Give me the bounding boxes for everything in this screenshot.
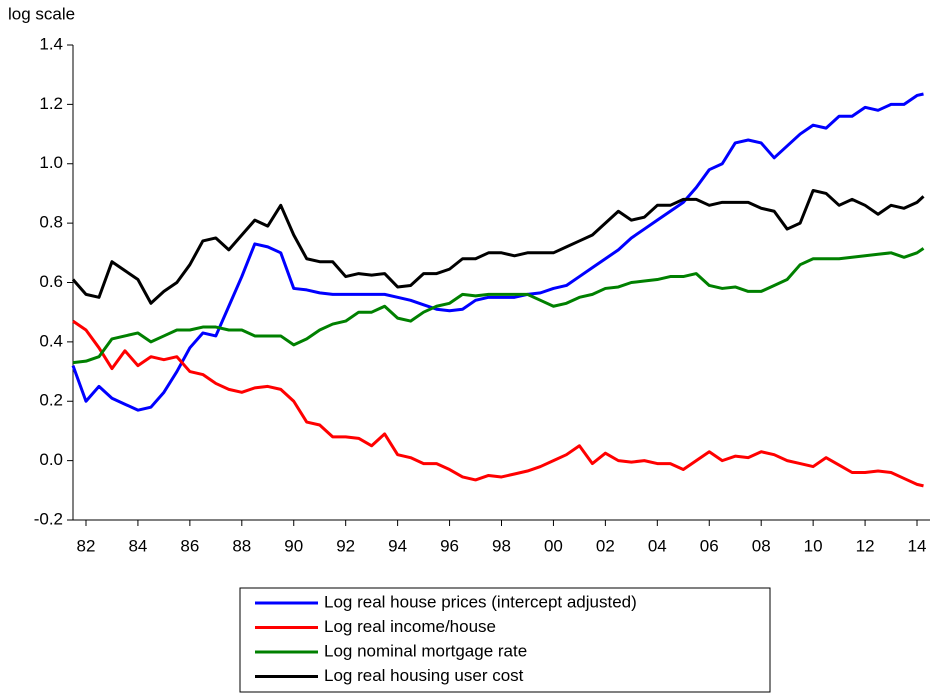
y-tick-label: 0.4 bbox=[39, 331, 63, 350]
legend-label: Log real housing user cost bbox=[324, 666, 524, 685]
x-tick-label: 86 bbox=[180, 536, 199, 555]
x-tick-label: 06 bbox=[700, 536, 719, 555]
axis-note: log scale bbox=[8, 4, 75, 23]
y-tick-label: 1.2 bbox=[39, 94, 63, 113]
y-tick-label: 0.8 bbox=[39, 213, 63, 232]
x-tick-label: 12 bbox=[856, 536, 875, 555]
x-tick-label: 02 bbox=[596, 536, 615, 555]
x-tick-label: 98 bbox=[492, 536, 511, 555]
legend-label: Log real income/house bbox=[324, 617, 496, 636]
y-tick-label: 0.6 bbox=[39, 272, 63, 291]
x-tick-label: 84 bbox=[128, 536, 147, 555]
x-tick-label: 00 bbox=[544, 536, 563, 555]
x-tick-label: 10 bbox=[804, 536, 823, 555]
series-line bbox=[71, 188, 925, 305]
y-tick-label: 0.0 bbox=[39, 450, 63, 469]
legend bbox=[239, 587, 771, 693]
x-tick-label: 08 bbox=[752, 536, 771, 555]
x-tick-label: 90 bbox=[284, 536, 303, 555]
x-tick-label: 82 bbox=[77, 536, 96, 555]
y-tick-label: -0.2 bbox=[34, 509, 63, 528]
series-line bbox=[72, 247, 925, 365]
x-tick-label: 96 bbox=[440, 536, 459, 555]
x-tick-label: 88 bbox=[232, 536, 251, 555]
series-line bbox=[72, 319, 924, 488]
x-tick-label: 94 bbox=[388, 536, 407, 555]
legend-label: Log real house prices (intercept adjuste… bbox=[324, 592, 637, 611]
legend-label: Log nominal mortgage rate bbox=[324, 641, 527, 660]
y-tick-label: 1.0 bbox=[39, 153, 63, 172]
y-tick-label: 0.2 bbox=[39, 391, 63, 410]
series-line bbox=[71, 92, 924, 412]
x-tick-label: 14 bbox=[908, 536, 927, 555]
y-tick-label: 1.4 bbox=[39, 34, 63, 53]
x-tick-label: 92 bbox=[336, 536, 355, 555]
x-tick-label: 04 bbox=[648, 536, 667, 555]
